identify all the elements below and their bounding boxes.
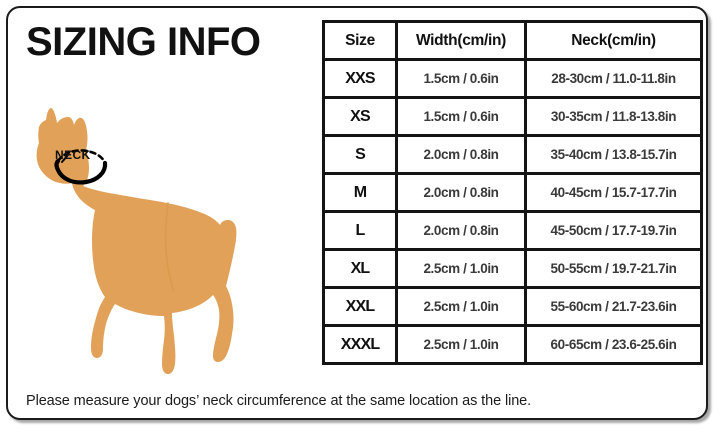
cell-neck: 50-55cm / 19.7-21.7in xyxy=(524,248,703,289)
cell-size: L xyxy=(322,210,398,251)
cell-size: XXXL xyxy=(322,324,398,365)
cell-size: M xyxy=(322,172,398,213)
footer-note: Please measure your dogs’ neck circumfer… xyxy=(26,393,532,409)
page-title: SIZING INFO xyxy=(26,20,261,64)
cell-neck: 55-60cm / 21.7-23.6in xyxy=(524,286,703,327)
cell-size: XXS xyxy=(322,58,398,99)
table-row: XL 2.5cm / 1.0in 50-55cm / 19.7-21.7in xyxy=(322,248,703,289)
sizing-info-card: SIZING INFO NECK xyxy=(6,6,708,420)
cell-size: XS xyxy=(322,96,398,137)
column-header-width: Width(cm/in) xyxy=(395,20,527,61)
cell-width: 2.5cm / 1.0in xyxy=(395,286,527,327)
cell-width: 1.5cm / 0.6in xyxy=(395,96,527,137)
illustration-panel: SIZING INFO NECK xyxy=(8,8,316,418)
dog-body-crease xyxy=(164,201,175,293)
dog-body-shape xyxy=(36,108,237,374)
cell-neck: 45-50cm / 17.7-19.7in xyxy=(524,210,703,251)
cell-width: 2.5cm / 1.0in xyxy=(395,324,527,365)
table-row: XS 1.5cm / 0.6in 30-35cm / 11.8-13.8in xyxy=(322,96,703,137)
cell-neck: 60-65cm / 23.6-25.6in xyxy=(524,324,703,365)
cell-width: 1.5cm / 0.6in xyxy=(395,58,527,99)
column-header-neck: Neck(cm/in) xyxy=(524,20,703,61)
cell-neck: 35-40cm / 13.8-15.7in xyxy=(524,134,703,175)
cell-width: 2.0cm / 0.8in xyxy=(395,210,527,251)
table-header-row: Size Width(cm/in) Neck(cm/in) xyxy=(322,20,703,61)
neck-leader-line xyxy=(61,154,69,163)
table-row: XXS 1.5cm / 0.6in 28-30cm / 11.0-11.8in xyxy=(322,58,703,99)
cell-size: XXL xyxy=(322,286,398,327)
neck-collar-dashed xyxy=(56,149,107,165)
table-row: XXXL 2.5cm / 1.0in 60-65cm / 23.6-25.6in xyxy=(322,324,703,365)
cell-neck: 40-45cm / 15.7-17.7in xyxy=(524,172,703,213)
neck-collar-solid xyxy=(54,158,108,185)
cell-size: S xyxy=(322,134,398,175)
table-row: S 2.0cm / 0.8in 35-40cm / 13.8-15.7in xyxy=(322,134,703,175)
cell-width: 2.0cm / 0.8in xyxy=(395,134,527,175)
size-table: Size Width(cm/in) Neck(cm/in) XXS 1.5cm … xyxy=(322,20,703,365)
cell-size: XL xyxy=(322,248,398,289)
table-row: XXL 2.5cm / 1.0in 55-60cm / 21.7-23.6in xyxy=(322,286,703,327)
dog-illustration xyxy=(16,106,316,396)
table-row: M 2.0cm / 0.8in 40-45cm / 15.7-17.7in xyxy=(322,172,703,213)
table-row: L 2.0cm / 0.8in 45-50cm / 17.7-19.7in xyxy=(322,210,703,251)
neck-label: NECK xyxy=(55,148,91,162)
size-table-container: Size Width(cm/in) Neck(cm/in) XXS 1.5cm … xyxy=(322,20,703,365)
cell-neck: 30-35cm / 11.8-13.8in xyxy=(524,96,703,137)
cell-width: 2.5cm / 1.0in xyxy=(395,248,527,289)
column-header-size: Size xyxy=(322,20,398,61)
cell-width: 2.0cm / 0.8in xyxy=(395,172,527,213)
cell-neck: 28-30cm / 11.0-11.8in xyxy=(524,58,703,99)
